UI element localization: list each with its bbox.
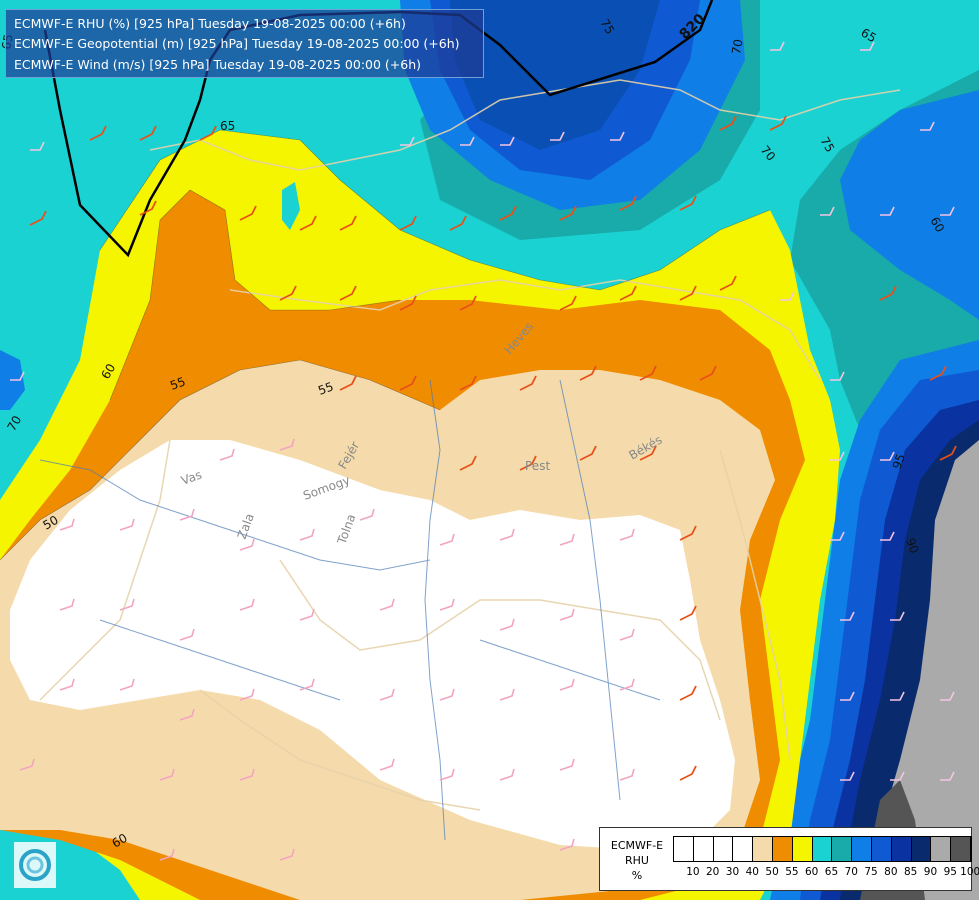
legend-title: ECMWF-E RHU % [604, 838, 670, 883]
legend-swatch [931, 837, 952, 861]
legend-tick-label: 90 [923, 866, 938, 878]
color-legend: ECMWF-E RHU % 10 20 30 40 50 55 60 65 70 75 80 85 90… [599, 827, 979, 891]
legend-variable: RHU [625, 854, 649, 867]
wind-barbs-orange [29, 115, 957, 781]
header-line-wind: ECMWF-E Wind (m/s) [925 hPa] Tuesday 19-… [14, 57, 422, 72]
contour-label: 60 [927, 215, 947, 235]
contour-label: 70 [729, 38, 745, 55]
logo-icon [14, 842, 56, 888]
region-label-pest: Pest [525, 459, 550, 473]
contour-label: 75 [817, 135, 837, 155]
legend-tick-label: 60 [804, 866, 819, 878]
rhu-65-pocket [282, 182, 300, 230]
legend-swatch [772, 837, 793, 861]
contour-label: 65 [220, 119, 235, 133]
wind-barbs-pink [19, 438, 635, 861]
rhu-75-region-east [840, 90, 979, 320]
legend-tick-label: 20 [706, 866, 720, 878]
legend-swatches [673, 836, 972, 862]
legend-swatch [871, 837, 892, 861]
legend-tick-label: 85 [903, 866, 918, 878]
contour-label: 70 [4, 413, 24, 433]
legend-swatch [852, 837, 872, 861]
rivers [39, 379, 661, 841]
region-label-vas: Vas [179, 468, 203, 488]
legend-tick-label: 30 [725, 866, 740, 878]
legend-tick-label: 80 [884, 866, 898, 878]
legend-tick-label: 100 [960, 866, 979, 878]
rhu-65-region-west [0, 120, 140, 460]
header-line-geopotential: ECMWF-E Geopotential (m) [925 hPa] Tuesd… [14, 36, 460, 51]
contour-label: 95 [890, 452, 908, 471]
contour-label: 60 [110, 831, 130, 851]
legend-tick-label: 55 [785, 866, 799, 878]
legend-swatch [753, 837, 773, 861]
header-title-box: ECMWF-E RHU (%) [925 hPa] Tuesday 19-08-… [5, 9, 484, 78]
contour-label: 65 [859, 25, 879, 45]
legend-tick-label: 65 [824, 866, 839, 878]
legend-tick-label: 75 [864, 866, 878, 878]
legend-swatch [792, 837, 813, 861]
legend-swatch [951, 837, 971, 861]
legend-swatch [911, 837, 932, 861]
legend-swatch [674, 837, 694, 861]
legend-tick-label: 40 [745, 866, 759, 878]
legend-tick-label: 10 [686, 866, 700, 878]
header-line-rhu: ECMWF-E RHU (%) [925 hPa] Tuesday 19-08-… [14, 16, 406, 31]
contour-label: 55 [168, 374, 187, 392]
legend-swatch [832, 837, 853, 861]
rhu-85-region-north [450, 0, 660, 150]
contour-label: 75 [597, 17, 617, 37]
legend-swatch [713, 837, 734, 861]
wind-barbs-light [10, 41, 955, 781]
region-labels: Heves Pest Békés Vas Somogy Fejér Zala T… [179, 319, 664, 546]
legend-swatch [693, 837, 714, 861]
rhu-below-50-region [10, 440, 735, 850]
legend-unit: % [631, 869, 643, 882]
legend-tick-label: 50 [765, 866, 779, 878]
contour-label: 50 [41, 513, 61, 533]
contour-label: 90 [903, 536, 921, 555]
contour-label: 60 [98, 361, 118, 381]
contour-label: 55 [316, 379, 335, 397]
legend-ticks: 10 20 30 40 50 55 60 65 70 75 80 85 90 95 100 [683, 866, 979, 880]
legend-swatch [891, 837, 912, 861]
legend-swatch [733, 837, 754, 861]
legend-tick-label: 70 [844, 866, 858, 878]
legend-swatch [812, 837, 833, 861]
legend-model: ECMWF-E [610, 839, 664, 852]
legend-tick-label: 95 [943, 866, 957, 878]
